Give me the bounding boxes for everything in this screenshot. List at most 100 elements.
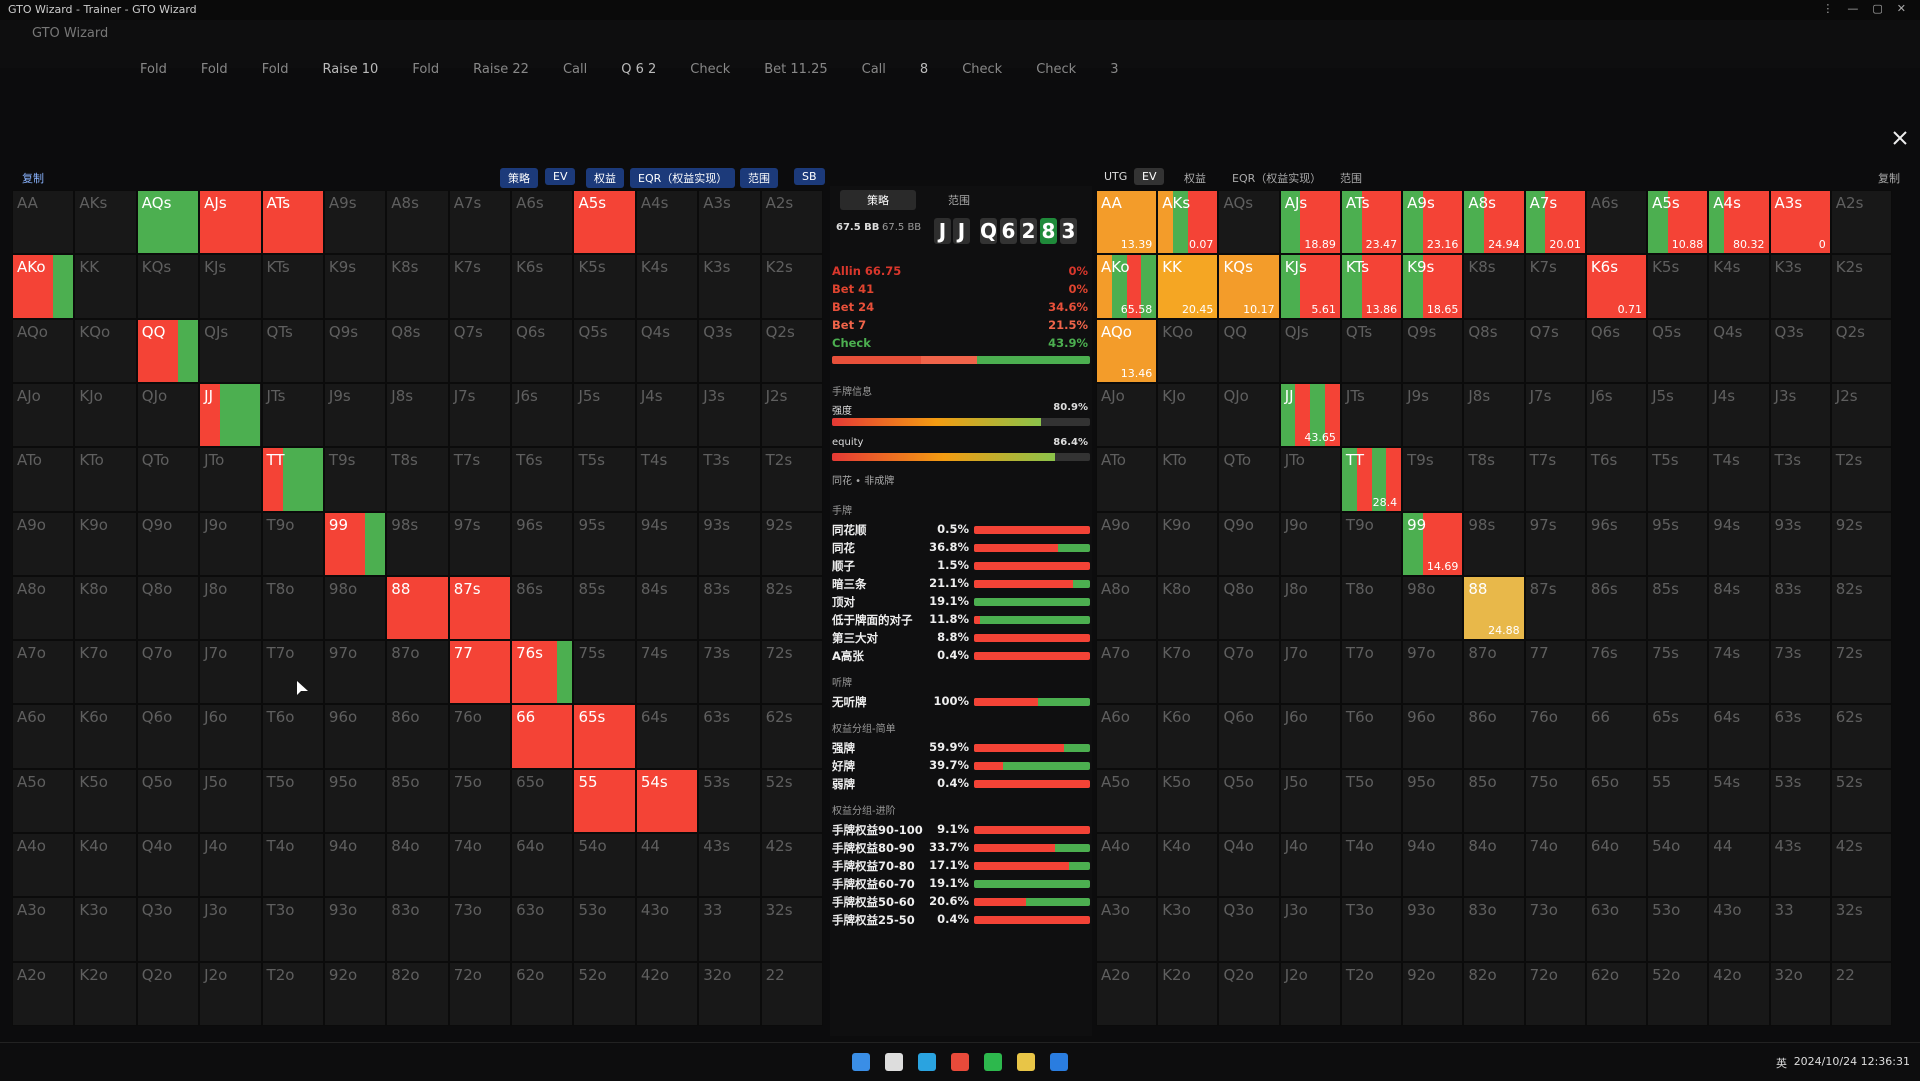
hand-cell: KJo xyxy=(1157,382,1219,448)
hand-cell: J4s xyxy=(635,382,699,448)
hand-label: J5s xyxy=(1652,386,1674,405)
hand-cell: 98o xyxy=(1402,575,1464,641)
hand-cell: 63s xyxy=(698,704,761,769)
hand-label: J7o xyxy=(204,644,228,663)
hand-cell: 86s xyxy=(1585,575,1648,641)
hand-cell: J2o xyxy=(1279,961,1341,1026)
view-tab[interactable]: 权益 xyxy=(1184,172,1206,185)
hand-value: 18.89 xyxy=(1304,238,1336,252)
hand-label: A6o xyxy=(17,708,46,727)
view-tab[interactable]: 权益 xyxy=(586,168,624,188)
hand-label: J5s xyxy=(578,386,601,405)
hand-cell: K2s xyxy=(760,254,823,319)
hand-label: Q4o xyxy=(1223,837,1254,856)
hand-cell: K3s xyxy=(1769,254,1831,319)
view-tab[interactable]: 范围 xyxy=(740,168,778,188)
hand-label: 95o xyxy=(328,772,358,791)
hand-cell: J8o xyxy=(1279,575,1341,641)
cell-fill xyxy=(1371,448,1387,511)
hand-label: 98o xyxy=(328,579,358,598)
taskbar-icon[interactable] xyxy=(852,1053,870,1071)
cell-fill xyxy=(1295,383,1311,447)
view-tab[interactable]: 范围 xyxy=(1340,172,1362,185)
view-tab[interactable]: 策略 xyxy=(500,168,538,188)
hand-cell: Q9s xyxy=(1402,318,1464,383)
taskbar-icon[interactable] xyxy=(918,1053,936,1071)
panel-tab[interactable]: 策略 xyxy=(840,190,916,210)
position-tab[interactable]: SB xyxy=(794,168,825,185)
hand-label: 43s xyxy=(703,837,731,856)
stat-label: 手牌权益70-80 xyxy=(832,859,915,873)
hand-cell: Q6o xyxy=(1218,704,1280,769)
hand-label: A2s xyxy=(765,194,794,212)
hand-cell: 54s xyxy=(635,768,699,834)
hand-label: T4s xyxy=(640,451,668,470)
view-tab[interactable]: EV xyxy=(1134,168,1165,185)
hand-cell: 64o xyxy=(511,833,574,898)
hand-cell: 43o xyxy=(635,897,699,962)
position-label[interactable]: UTG xyxy=(1104,170,1128,183)
hand-label: J3o xyxy=(204,901,228,920)
copy-button[interactable]: 复制 xyxy=(1878,172,1900,185)
history-item: Fold xyxy=(261,61,289,77)
hand-label: T9o xyxy=(266,515,295,534)
hand-label: A4o xyxy=(1101,837,1130,856)
taskbar-icon[interactable] xyxy=(951,1053,969,1071)
taskbar-icon[interactable] xyxy=(1017,1053,1035,1071)
hand-label: AJs xyxy=(204,194,227,212)
panel-tab[interactable]: 范围 xyxy=(948,194,970,207)
hand-label: 72s xyxy=(765,644,793,663)
cell-fill xyxy=(1687,191,1708,254)
cell-fill xyxy=(1403,512,1423,575)
close-button[interactable] xyxy=(1890,128,1910,148)
hand-value: 0 xyxy=(1818,238,1826,252)
strategy-segment xyxy=(976,356,1090,364)
hand-cell: 32s xyxy=(760,897,823,962)
hand-cell: KQo xyxy=(1157,318,1219,383)
hand-label: 65s xyxy=(1652,708,1679,727)
hand-label: K5o xyxy=(1162,772,1191,791)
hand-label: K5o xyxy=(79,772,108,791)
view-tab[interactable]: EQR（权益实现） xyxy=(1232,172,1322,185)
stat-label: 手牌权益80-90 xyxy=(832,841,915,855)
stat-bar xyxy=(974,880,1090,888)
hand-label: 82o xyxy=(1468,965,1497,984)
hand-label: 92s xyxy=(1835,515,1863,534)
hand-label: 42s xyxy=(765,837,793,856)
hand-label: 65s xyxy=(578,708,606,727)
card: 2 xyxy=(1020,218,1037,244)
hand-cell: T2o xyxy=(1340,961,1403,1026)
hand-cell: 97s xyxy=(1524,511,1586,576)
window-controls[interactable]: ⋮ — ▢ ✕ xyxy=(1822,2,1906,15)
stat-bar-red xyxy=(974,844,1056,852)
cell-fill xyxy=(262,448,283,511)
hand-cell: AQs xyxy=(136,190,200,255)
hand-cell: A9o xyxy=(1096,511,1158,576)
hand-cell: K2o xyxy=(1157,961,1219,1026)
stat-bar-red xyxy=(974,526,1090,534)
hand-cell: Q7s xyxy=(448,318,512,383)
hand-label: AA xyxy=(17,194,38,212)
taskbar-icon[interactable] xyxy=(1050,1053,1068,1071)
taskbar-icon[interactable] xyxy=(984,1053,1002,1071)
view-tab[interactable]: EV xyxy=(545,168,576,185)
view-tab[interactable]: EQR（权益实现） xyxy=(630,168,736,188)
hand-value: 24.88 xyxy=(1488,624,1520,638)
hand-cell: A3o xyxy=(12,897,75,962)
hand-label: 53s xyxy=(703,772,731,791)
taskbar-icon[interactable] xyxy=(885,1053,903,1071)
hand-label: QTo xyxy=(141,451,170,470)
history-item: Raise 10 xyxy=(322,61,379,77)
hand-cell: KQs xyxy=(136,254,200,319)
copy-button[interactable]: 复制 xyxy=(22,172,44,185)
hand-label: 97s xyxy=(1529,515,1557,534)
hand-cell: K3o xyxy=(1157,897,1219,962)
hand-cell: AA xyxy=(12,190,75,255)
hand-label: K4s xyxy=(1713,258,1741,277)
hand-label: ATs xyxy=(1345,194,1370,212)
stat-label: 同花 xyxy=(832,541,855,555)
hand-cell: 52o xyxy=(1647,961,1709,1026)
hand-label: J2o xyxy=(204,965,228,984)
hand-label: QJo xyxy=(1223,386,1249,405)
